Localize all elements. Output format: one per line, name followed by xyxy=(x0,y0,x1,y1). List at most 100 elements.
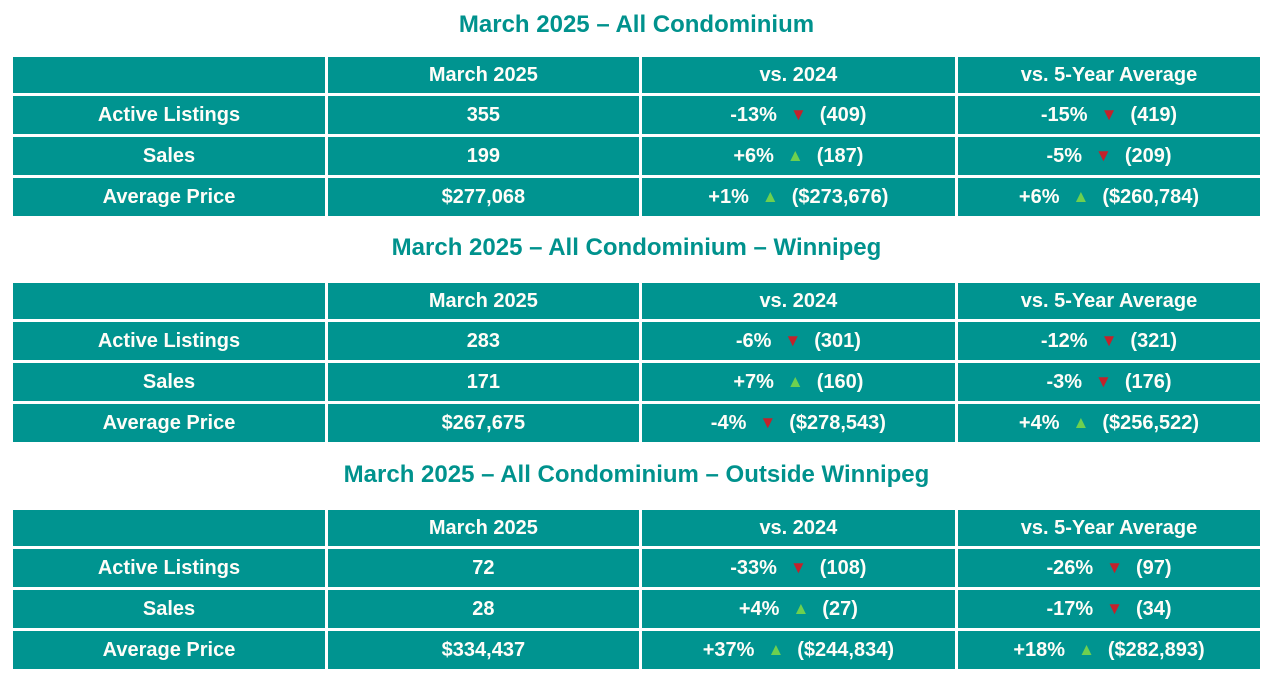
section-outside-winnipeg: March 2025 – All Condominium – Outside W… xyxy=(0,460,1273,672)
table-row-sales: Sales 199 +6% ▲ (187) -5% ▼ (209) xyxy=(10,134,1263,178)
table-row-sales: Sales 171 +7% ▲ (160) -3% ▼ (176) xyxy=(10,360,1263,404)
vs-5yr-cell: -15% ▼ (419) xyxy=(955,93,1263,137)
pct-change: -13% xyxy=(730,103,777,126)
up-arrow-icon: ▲ xyxy=(1078,639,1095,659)
header-vs-2024: vs. 2024 xyxy=(638,54,959,96)
reference-value: ($260,784) xyxy=(1102,185,1200,208)
pct-change: -3% xyxy=(1046,370,1083,393)
header-vs-2024: vs. 2024 xyxy=(638,280,959,322)
vs-2024-cell: +4% ▲ (27) xyxy=(638,587,959,631)
vs-5yr-cell: -26% ▼ (97) xyxy=(955,546,1263,590)
row-label: Sales xyxy=(10,587,328,631)
header-row: March 2025 vs. 2024 vs. 5-Year Average xyxy=(10,280,1263,322)
header-vs-2024: vs. 2024 xyxy=(638,507,959,549)
reference-value: (176) xyxy=(1124,370,1172,393)
vs-5yr-cell: -12% ▼ (321) xyxy=(955,319,1263,363)
vs-2024-cell: -6% ▼ (301) xyxy=(638,319,959,363)
reference-value: (97) xyxy=(1135,556,1172,579)
table-row-active-listings: Active Listings 72 -33% ▼ (108) -26% ▼ (97) xyxy=(10,546,1263,590)
reference-value: (301) xyxy=(814,329,861,352)
pct-change: +4% xyxy=(1018,411,1060,434)
vs-2024-cell: -4% ▼ ($278,543) xyxy=(638,401,959,445)
header-march-2025: March 2025 xyxy=(325,54,642,96)
vs-2024-cell: +1% ▲ ($273,676) xyxy=(638,175,959,219)
winnipeg-table: March 2025 vs. 2024 vs. 5-Year Average A… xyxy=(10,280,1263,445)
row-label: Sales xyxy=(10,360,328,404)
reference-value: (209) xyxy=(1124,144,1172,167)
vs-5yr-cell: -5% ▼ (209) xyxy=(955,134,1263,178)
header-vs-5-year-average: vs. 5-Year Average xyxy=(955,280,1263,322)
row-label: Active Listings xyxy=(10,546,328,590)
vs-5yr-cell: +18% ▲ ($282,893) xyxy=(955,628,1263,672)
table-row-sales: Sales 28 +4% ▲ (27) -17% ▼ (34) xyxy=(10,587,1263,631)
row-label: Active Listings xyxy=(10,93,328,137)
pct-change: -26% xyxy=(1046,556,1094,579)
vs-2024-cell: -33% ▼ (108) xyxy=(638,546,959,590)
pct-change: +6% xyxy=(733,144,774,167)
row-label: Average Price xyxy=(10,628,328,672)
section-title-winnipeg: March 2025 – All Condominium – Winnipeg xyxy=(391,234,882,261)
current-value: 171 xyxy=(325,360,642,404)
section-winnipeg: March 2025 – All Condominium – Winnipeg … xyxy=(0,233,1273,445)
down-arrow-icon: ▼ xyxy=(1095,371,1112,391)
reference-value: (409) xyxy=(819,103,867,126)
row-label: Average Price xyxy=(10,175,328,219)
vs-2024-cell: +6% ▲ (187) xyxy=(638,134,959,178)
current-value: 28 xyxy=(325,587,642,631)
row-label: Average Price xyxy=(10,401,328,445)
current-value: 283 xyxy=(325,319,642,363)
pct-change: +6% xyxy=(1018,185,1060,208)
section-all-condominium: March 2025 – All Condominium March 2025 … xyxy=(0,10,1273,219)
page-title: March 2025 – All Condominium xyxy=(458,11,815,38)
vs-5yr-cell: -3% ▼ (176) xyxy=(955,360,1263,404)
outside-winnipeg-table: March 2025 vs. 2024 vs. 5-Year Average A… xyxy=(10,507,1263,672)
header-vs-5-year-average: vs. 5-Year Average xyxy=(955,507,1263,549)
current-value: 199 xyxy=(325,134,642,178)
vs-2024-cell: +7% ▲ (160) xyxy=(638,360,959,404)
down-arrow-icon: ▼ xyxy=(1100,330,1118,350)
down-arrow-icon: ▼ xyxy=(759,412,777,432)
row-label: Active Listings xyxy=(10,319,328,363)
pct-change: -17% xyxy=(1046,597,1094,620)
header-march-2025: March 2025 xyxy=(325,280,642,322)
down-arrow-icon: ▼ xyxy=(789,104,807,124)
pct-change: -6% xyxy=(735,329,772,352)
current-value: 355 xyxy=(325,93,642,137)
header-blank-cell xyxy=(10,280,328,322)
down-arrow-icon: ▼ xyxy=(1095,145,1112,165)
vs-2024-cell: -13% ▼ (409) xyxy=(638,93,959,137)
current-value: $277,068 xyxy=(325,175,642,219)
up-arrow-icon: ▲ xyxy=(761,186,779,206)
reference-value: ($278,543) xyxy=(789,411,886,434)
pct-change: -12% xyxy=(1040,329,1088,352)
reference-value: (187) xyxy=(816,144,864,167)
up-arrow-icon: ▲ xyxy=(792,598,810,618)
header-vs-5-year-average: vs. 5-Year Average xyxy=(955,54,1263,96)
table-row-average-price: Average Price $267,675 -4% ▼ ($278,543) +4… xyxy=(10,401,1263,445)
up-arrow-icon: ▲ xyxy=(786,145,804,165)
reference-value: (160) xyxy=(816,370,864,393)
down-arrow-icon: ▼ xyxy=(1106,598,1123,618)
reference-value: ($244,834) xyxy=(797,638,895,661)
current-value: $334,437 xyxy=(325,628,642,672)
reference-value: ($256,522) xyxy=(1102,411,1200,434)
reference-value: ($282,893) xyxy=(1107,638,1205,661)
table-row-average-price: Average Price $334,437 +37% ▲ ($244,834) +… xyxy=(10,628,1263,672)
table-row-average-price: Average Price $277,068 +1% ▲ ($273,676) +6… xyxy=(10,175,1263,219)
reference-value: (108) xyxy=(819,556,867,579)
up-arrow-icon: ▲ xyxy=(1072,186,1090,206)
header-row: March 2025 vs. 2024 vs. 5-Year Average xyxy=(10,507,1263,549)
up-arrow-icon: ▲ xyxy=(1072,412,1090,432)
pct-change: -5% xyxy=(1046,144,1083,167)
pct-change: -4% xyxy=(710,411,747,434)
current-value: 72 xyxy=(325,546,642,590)
reference-value: (27) xyxy=(822,597,858,620)
down-arrow-icon: ▼ xyxy=(789,557,807,577)
pct-change: +37% xyxy=(702,638,755,661)
pct-change: +4% xyxy=(738,597,780,620)
vs-2024-cell: +37% ▲ ($244,834) xyxy=(638,628,959,672)
table-row-active-listings: Active Listings 283 -6% ▼ (301) -12% ▼ (321) xyxy=(10,319,1263,363)
reference-value: ($273,676) xyxy=(791,185,889,208)
row-label: Sales xyxy=(10,134,328,178)
down-arrow-icon: ▼ xyxy=(1106,557,1123,577)
